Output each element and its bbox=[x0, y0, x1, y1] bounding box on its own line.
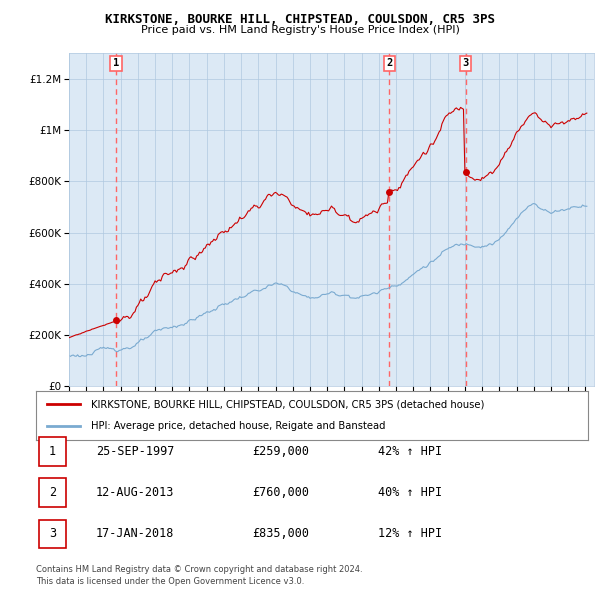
Text: 3: 3 bbox=[49, 527, 56, 540]
Text: 2: 2 bbox=[386, 58, 392, 68]
Text: 42% ↑ HPI: 42% ↑ HPI bbox=[378, 445, 442, 458]
Text: 3: 3 bbox=[463, 58, 469, 68]
Text: £760,000: £760,000 bbox=[252, 486, 309, 499]
Text: 12-AUG-2013: 12-AUG-2013 bbox=[96, 486, 175, 499]
Text: 12% ↑ HPI: 12% ↑ HPI bbox=[378, 527, 442, 540]
Text: KIRKSTONE, BOURKE HILL, CHIPSTEAD, COULSDON, CR5 3PS: KIRKSTONE, BOURKE HILL, CHIPSTEAD, COULS… bbox=[105, 13, 495, 26]
Text: 17-JAN-2018: 17-JAN-2018 bbox=[96, 527, 175, 540]
Text: 1: 1 bbox=[49, 445, 56, 458]
Text: 1: 1 bbox=[113, 58, 119, 68]
Text: Price paid vs. HM Land Registry's House Price Index (HPI): Price paid vs. HM Land Registry's House … bbox=[140, 25, 460, 35]
Text: HPI: Average price, detached house, Reigate and Banstead: HPI: Average price, detached house, Reig… bbox=[91, 421, 386, 431]
Text: KIRKSTONE, BOURKE HILL, CHIPSTEAD, COULSDON, CR5 3PS (detached house): KIRKSTONE, BOURKE HILL, CHIPSTEAD, COULS… bbox=[91, 399, 485, 409]
Text: 2: 2 bbox=[49, 486, 56, 499]
Text: £835,000: £835,000 bbox=[252, 527, 309, 540]
Text: Contains HM Land Registry data © Crown copyright and database right 2024.: Contains HM Land Registry data © Crown c… bbox=[36, 565, 362, 574]
Text: This data is licensed under the Open Government Licence v3.0.: This data is licensed under the Open Gov… bbox=[36, 577, 304, 586]
Text: 25-SEP-1997: 25-SEP-1997 bbox=[96, 445, 175, 458]
Text: £259,000: £259,000 bbox=[252, 445, 309, 458]
Text: 40% ↑ HPI: 40% ↑ HPI bbox=[378, 486, 442, 499]
